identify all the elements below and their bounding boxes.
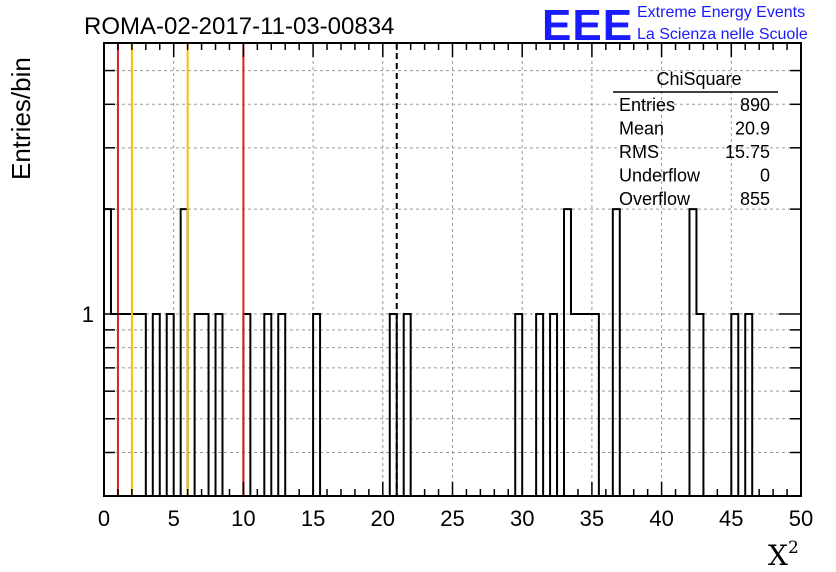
reference-lines — [116, 43, 398, 496]
stats-value-rms: 15.75 — [725, 142, 770, 162]
grid-lines — [104, 43, 801, 496]
x-axis-label-base: X — [768, 539, 788, 572]
logo-line-2: La Scienza nelle Scuole — [637, 26, 808, 43]
stats-box-title: ChiSquare — [656, 69, 741, 89]
eee-logo: EEE — [542, 1, 633, 50]
x-tick-label: 40 — [649, 506, 673, 531]
logo-line-1: Extreme Energy Events — [637, 4, 805, 21]
x-tick-label: 25 — [440, 506, 464, 531]
x-tick-label: 20 — [371, 506, 395, 531]
stats-label-entries: Entries — [619, 95, 675, 115]
x-tick-label: 30 — [510, 506, 534, 531]
stats-value-underflow: 0 — [760, 166, 770, 186]
stats-label-underflow: Underflow — [619, 166, 701, 186]
y-tick-label: 1 — [82, 302, 94, 327]
x-tick-label: 35 — [580, 506, 604, 531]
y-axis-label: Entries/bin — [6, 57, 36, 180]
x-axis-label-superscript: 2 — [788, 538, 799, 558]
x-tick-label: 0 — [98, 506, 110, 531]
stats-value-entries: 890 — [740, 95, 770, 115]
stats-value-mean: 20.9 — [735, 119, 770, 139]
stats-box: ChiSquare Entries 890 Mean 20.9 RMS 15.75 Under… — [613, 69, 778, 209]
x-tick-label: 5 — [168, 506, 180, 531]
stats-label-rms: RMS — [619, 142, 659, 162]
x-tick-label: 45 — [719, 506, 743, 531]
x-axis-label: X2 — [768, 538, 799, 572]
stats-label-mean: Mean — [619, 119, 664, 139]
stats-value-overflow: 855 — [740, 189, 770, 209]
chart-title: ROMA-02-2017-11-03-00834 — [84, 13, 394, 40]
x-tick-label: 15 — [301, 506, 325, 531]
x-tick-label: 10 — [231, 506, 255, 531]
axis-ticks: 0 5 10 15 20 25 30 35 40 45 50 1 — [82, 43, 813, 531]
stats-label-overflow: Overflow — [619, 189, 691, 209]
x-tick-label: 50 — [789, 506, 813, 531]
